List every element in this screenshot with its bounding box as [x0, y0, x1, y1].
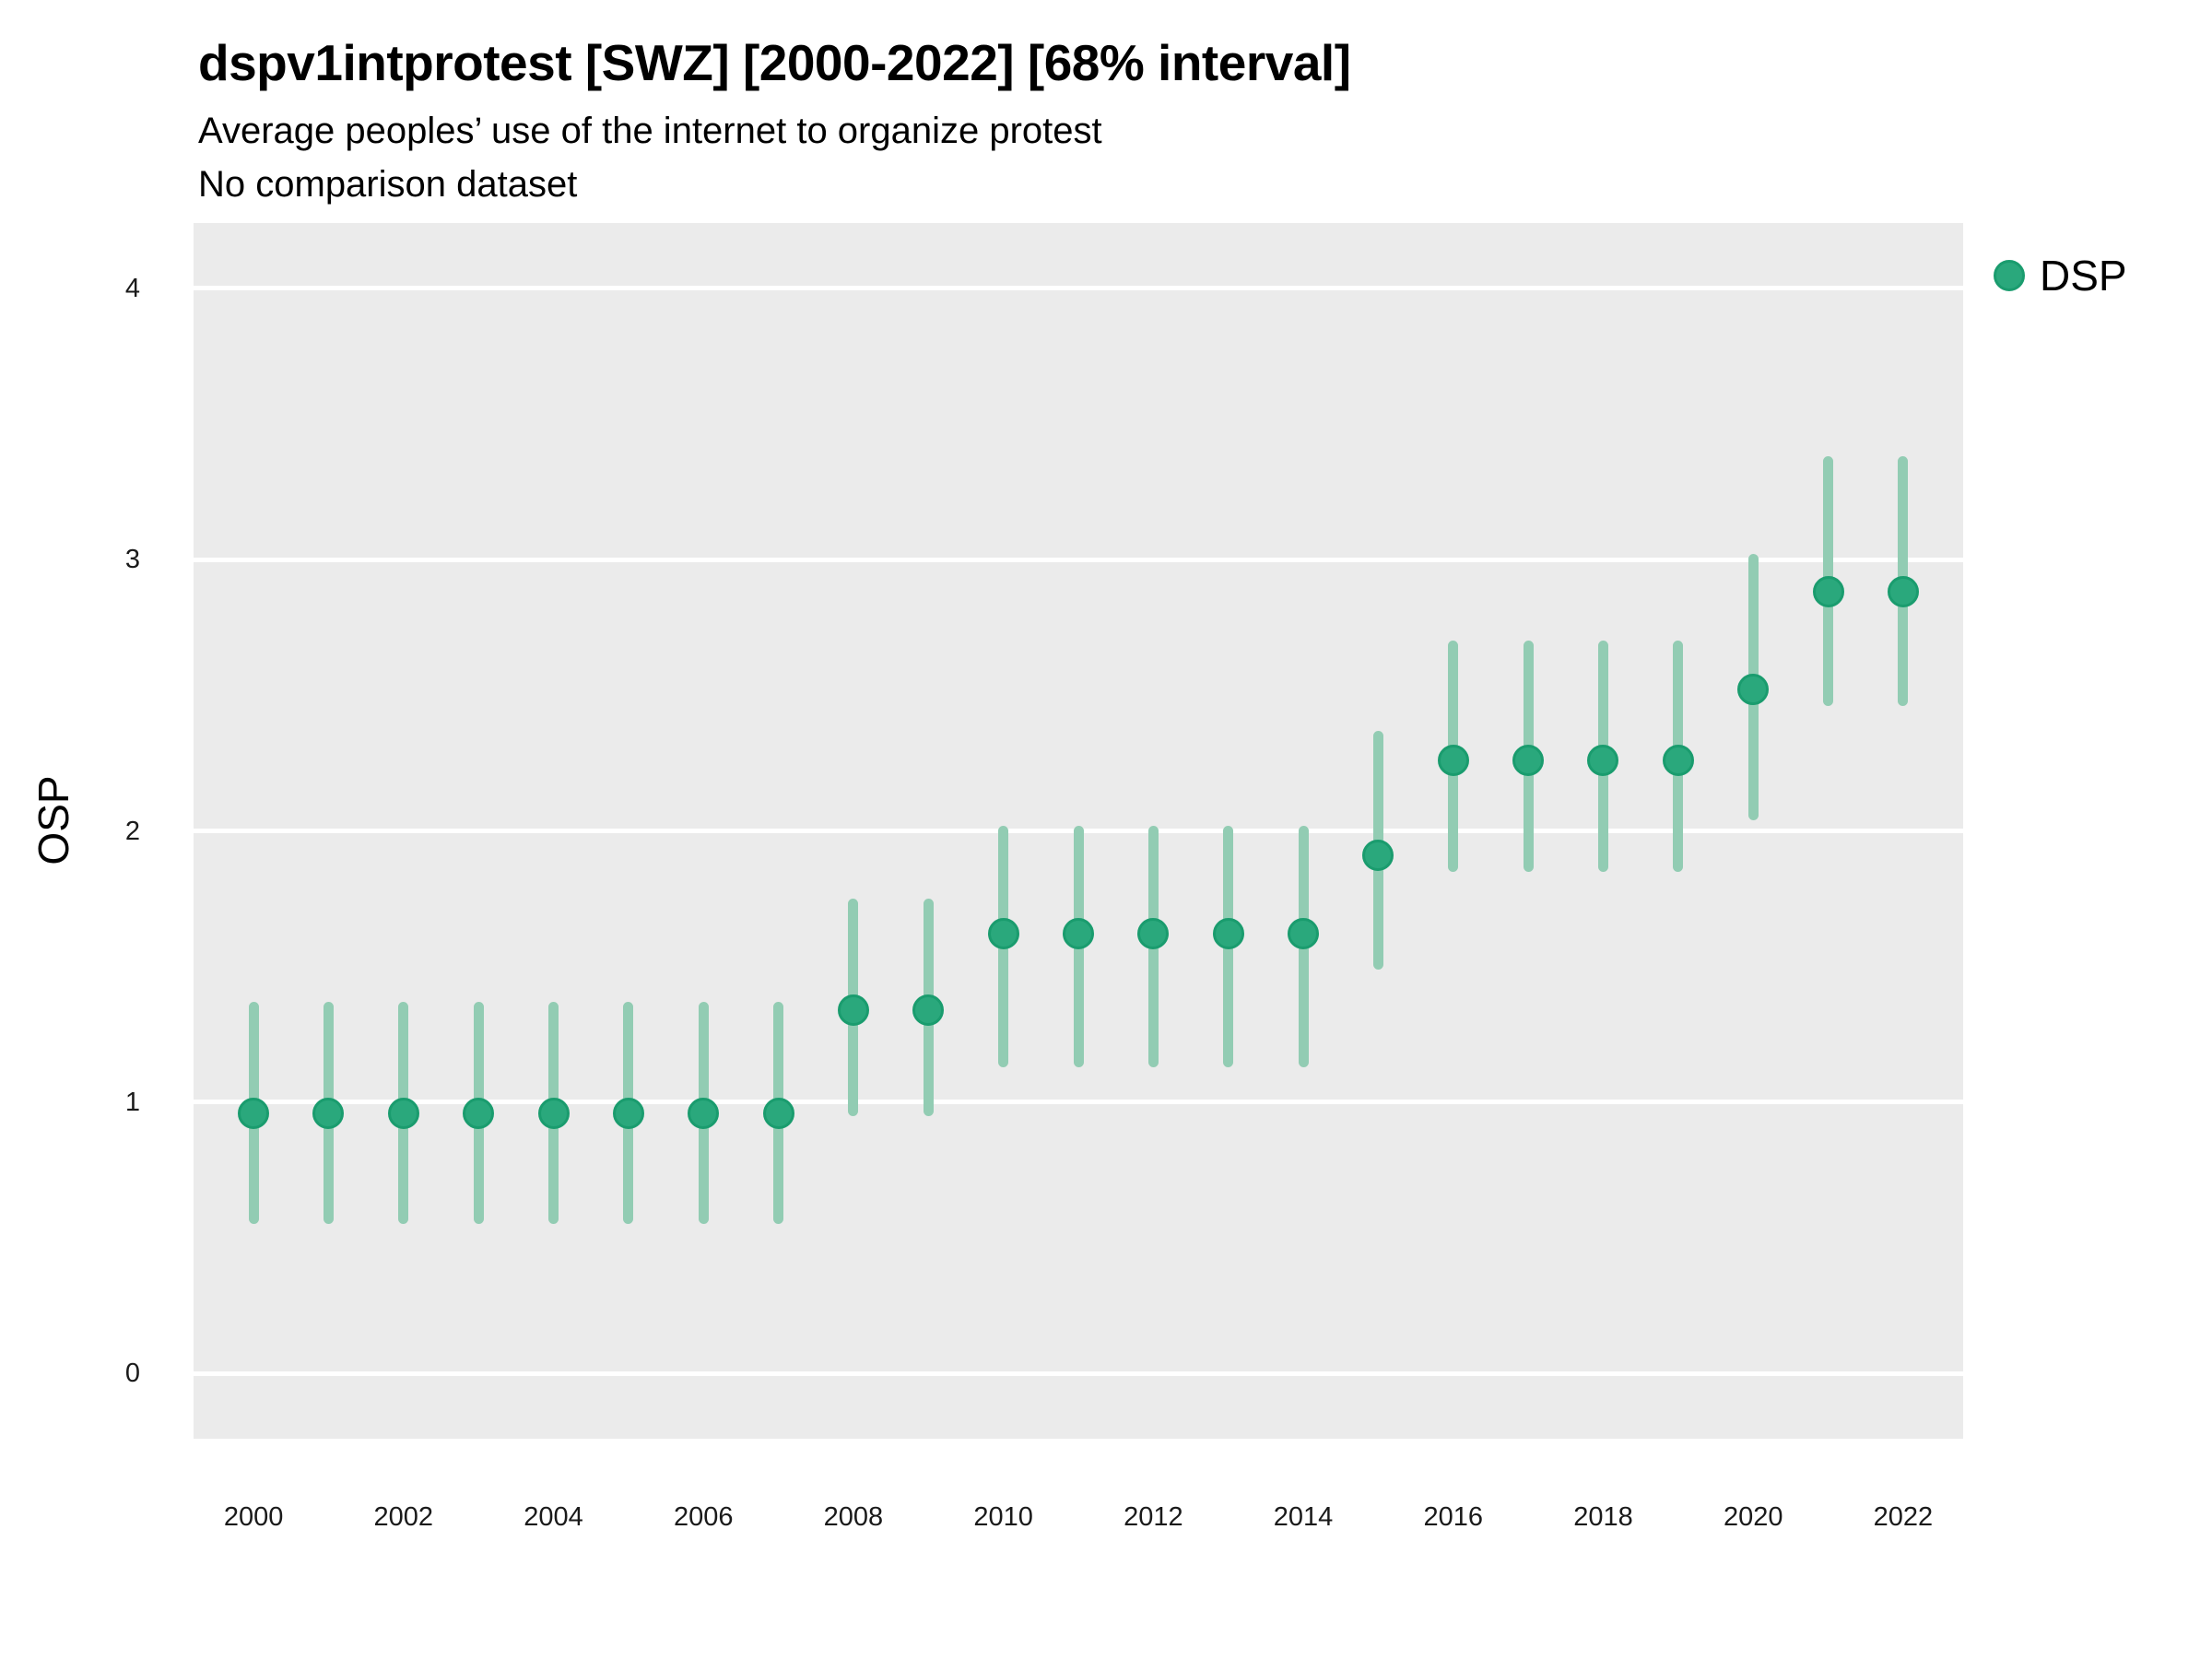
x-tick-label-2010: 2010 — [973, 1502, 1033, 1532]
x-tick-label-2020: 2020 — [1723, 1502, 1783, 1532]
point-2019 — [1662, 744, 1694, 776]
gridline-y-1 — [194, 1100, 1963, 1105]
point-2013 — [1212, 918, 1244, 950]
y-tick-label-2: 2 — [124, 816, 140, 846]
chart-note: No comparison dataset — [198, 164, 578, 205]
point-2011 — [1063, 918, 1094, 950]
point-2015 — [1362, 839, 1394, 871]
point-2010 — [987, 918, 1019, 950]
x-tick-label-2014: 2014 — [1273, 1502, 1334, 1532]
point-2009 — [912, 994, 945, 1026]
x-tick-label-2008: 2008 — [823, 1502, 884, 1532]
x-tick-label-2002: 2002 — [373, 1502, 434, 1532]
point-2016 — [1437, 744, 1469, 776]
point-2020 — [1737, 674, 1770, 706]
point-2006 — [688, 1097, 720, 1129]
point-2004 — [537, 1097, 570, 1129]
point-2022 — [1887, 576, 1919, 608]
point-2005 — [612, 1097, 644, 1129]
point-2018 — [1587, 744, 1619, 776]
y-tick-label-0: 0 — [124, 1359, 140, 1389]
point-2008 — [837, 994, 869, 1026]
x-tick-label-2012: 2012 — [1124, 1502, 1183, 1532]
x-tick-label-2018: 2018 — [1573, 1502, 1633, 1532]
point-2021 — [1812, 576, 1844, 608]
point-2002 — [387, 1097, 419, 1129]
point-2014 — [1288, 918, 1320, 950]
x-tick-label-2006: 2006 — [673, 1502, 734, 1532]
x-tick-label-2022: 2022 — [1873, 1502, 1934, 1532]
plot-panel — [194, 223, 1963, 1439]
legend-point-icon — [1994, 260, 2025, 291]
chart-subtitle: Average peoples’ use of the internet to … — [198, 111, 1102, 151]
y-tick-label-4: 4 — [124, 273, 140, 303]
legend: DSP — [1994, 252, 2127, 300]
chart-title: dspv1intprotest [SWZ] [2000-2022] [68% i… — [198, 34, 1351, 91]
x-tick-label-2000: 2000 — [223, 1502, 284, 1532]
x-tick-label-2004: 2004 — [524, 1502, 583, 1532]
gridline-y-0 — [194, 1371, 1963, 1376]
y-tick-label-3: 3 — [124, 545, 140, 575]
gridline-y-4 — [194, 286, 1963, 291]
point-2017 — [1512, 744, 1545, 776]
y-tick-label-1: 1 — [124, 1087, 140, 1117]
point-2012 — [1137, 918, 1170, 950]
legend-label: DSP — [2040, 252, 2127, 300]
point-2003 — [463, 1097, 495, 1129]
gridline-y-3 — [194, 557, 1963, 562]
x-tick-label-2016: 2016 — [1423, 1502, 1484, 1532]
point-2001 — [312, 1097, 345, 1129]
point-2000 — [238, 1097, 270, 1129]
point-2007 — [762, 1097, 794, 1129]
